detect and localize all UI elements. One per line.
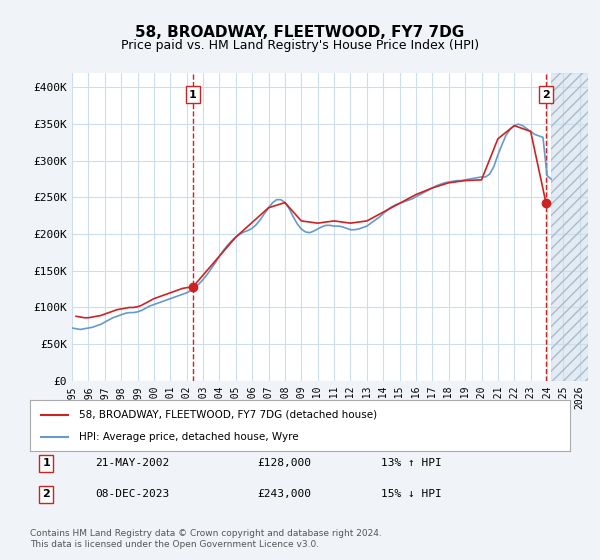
Text: This data is licensed under the Open Government Licence v3.0.: This data is licensed under the Open Gov…: [30, 540, 319, 549]
Text: 1: 1: [189, 90, 197, 100]
Text: 13% ↑ HPI: 13% ↑ HPI: [381, 459, 442, 468]
Text: 2: 2: [542, 90, 550, 100]
Text: Contains HM Land Registry data © Crown copyright and database right 2024.: Contains HM Land Registry data © Crown c…: [30, 529, 382, 538]
Text: £128,000: £128,000: [257, 459, 311, 468]
Text: 21-MAY-2002: 21-MAY-2002: [95, 459, 169, 468]
Text: 58, BROADWAY, FLEETWOOD, FY7 7DG: 58, BROADWAY, FLEETWOOD, FY7 7DG: [136, 25, 464, 40]
Bar: [551, 73, 588, 381]
Text: £243,000: £243,000: [257, 489, 311, 499]
Text: 08-DEC-2023: 08-DEC-2023: [95, 489, 169, 499]
Bar: [551, 73, 588, 381]
Text: 58, BROADWAY, FLEETWOOD, FY7 7DG (detached house): 58, BROADWAY, FLEETWOOD, FY7 7DG (detach…: [79, 409, 377, 419]
Text: HPI: Average price, detached house, Wyre: HPI: Average price, detached house, Wyre: [79, 432, 298, 442]
Text: Price paid vs. HM Land Registry's House Price Index (HPI): Price paid vs. HM Land Registry's House …: [121, 39, 479, 52]
Text: 1: 1: [43, 459, 50, 468]
Text: 15% ↓ HPI: 15% ↓ HPI: [381, 489, 442, 499]
Text: 2: 2: [43, 489, 50, 499]
